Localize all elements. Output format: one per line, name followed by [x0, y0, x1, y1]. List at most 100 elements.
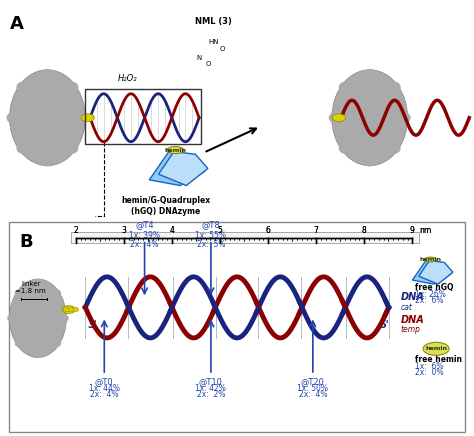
Text: @T8: @T8 [201, 220, 220, 229]
Ellipse shape [7, 112, 20, 123]
Text: 2x:  5%: 2x: 5% [197, 239, 225, 249]
Text: O: O [206, 61, 211, 67]
Text: 2x:  6%: 2x: 6% [415, 296, 443, 305]
Text: 9: 9 [410, 226, 415, 235]
Text: NML (3): NML (3) [195, 17, 232, 27]
Ellipse shape [363, 69, 376, 80]
Text: 3: 3 [121, 226, 127, 235]
Text: 7: 7 [314, 226, 319, 235]
Text: 2x:  4%: 2x: 4% [130, 239, 159, 249]
Ellipse shape [9, 279, 66, 358]
Text: 1x: 44%: 1x: 44% [89, 384, 120, 393]
Ellipse shape [332, 70, 408, 166]
Text: 8: 8 [362, 226, 367, 235]
Ellipse shape [397, 112, 410, 123]
Ellipse shape [339, 82, 352, 93]
Polygon shape [419, 260, 453, 284]
Text: 5': 5' [379, 320, 389, 330]
Text: @T0: @T0 [95, 377, 114, 386]
Ellipse shape [73, 307, 79, 312]
Text: temp: temp [401, 325, 420, 334]
Text: B: B [19, 233, 33, 251]
Ellipse shape [51, 339, 61, 347]
Text: 5: 5 [218, 226, 222, 235]
Ellipse shape [41, 155, 54, 167]
Ellipse shape [387, 143, 401, 154]
Text: 5: 5 [218, 226, 222, 235]
Text: 1x: 42%: 1x: 42% [195, 384, 227, 393]
Text: 2: 2 [73, 226, 78, 235]
Ellipse shape [15, 289, 25, 297]
Ellipse shape [68, 307, 74, 312]
Ellipse shape [363, 155, 376, 167]
Text: linker
=1.8 nm: linker =1.8 nm [16, 281, 46, 294]
Text: 2x:  4%: 2x: 4% [299, 390, 327, 399]
Ellipse shape [17, 143, 30, 154]
Text: hemin/G-Quadruplex
(hGQ) DNAzyme: hemin/G-Quadruplex (hGQ) DNAzyme [121, 196, 210, 215]
Ellipse shape [41, 69, 54, 80]
Ellipse shape [425, 257, 437, 262]
Text: @T4: @T4 [135, 220, 154, 229]
Text: 1x:  6%: 1x: 6% [415, 362, 443, 371]
Ellipse shape [65, 82, 78, 93]
Text: 2: 2 [73, 226, 78, 235]
Text: 4: 4 [170, 226, 174, 235]
FancyBboxPatch shape [9, 222, 465, 432]
Text: O: O [220, 46, 226, 52]
Text: 3: 3 [121, 226, 127, 235]
Text: 7: 7 [314, 226, 319, 235]
Text: hemin: hemin [164, 148, 186, 153]
Ellipse shape [51, 289, 61, 297]
Text: 1x: 39%: 1x: 39% [129, 231, 160, 240]
Text: HN: HN [208, 39, 219, 45]
Text: hemin: hemin [419, 257, 441, 262]
Text: A: A [9, 15, 23, 33]
Text: N: N [196, 54, 202, 61]
Ellipse shape [64, 307, 69, 312]
Text: 9: 9 [410, 226, 415, 235]
Ellipse shape [58, 314, 69, 323]
FancyBboxPatch shape [71, 232, 419, 243]
Ellipse shape [423, 342, 449, 355]
Text: 3': 3' [88, 320, 97, 330]
FancyBboxPatch shape [0, 0, 474, 227]
Text: 1x: 55%: 1x: 55% [195, 231, 227, 240]
Text: @T20: @T20 [301, 377, 325, 386]
Polygon shape [158, 152, 208, 186]
Ellipse shape [17, 82, 30, 93]
Text: @T10: @T10 [199, 377, 223, 386]
Text: cat: cat [401, 303, 412, 312]
Text: nm: nm [419, 226, 432, 235]
Text: nm: nm [419, 226, 432, 235]
Ellipse shape [62, 306, 75, 313]
Ellipse shape [33, 279, 43, 287]
Text: 2x:  2%: 2x: 2% [197, 390, 225, 399]
Ellipse shape [387, 82, 401, 93]
Polygon shape [412, 259, 451, 284]
Text: free hemin: free hemin [415, 355, 462, 364]
Text: hemin: hemin [425, 346, 447, 351]
Text: H₂O₂: H₂O₂ [118, 74, 138, 83]
Text: 1x: 26%: 1x: 26% [415, 290, 446, 299]
Ellipse shape [9, 70, 85, 166]
Text: 2x:  4%: 2x: 4% [90, 390, 118, 399]
Ellipse shape [33, 349, 43, 358]
Ellipse shape [167, 146, 184, 153]
Text: 8: 8 [362, 226, 367, 235]
Ellipse shape [75, 112, 88, 123]
Ellipse shape [339, 143, 352, 154]
Polygon shape [149, 149, 205, 186]
Ellipse shape [81, 114, 94, 122]
Text: 2x:  0%: 2x: 0% [415, 368, 443, 377]
Ellipse shape [332, 114, 346, 122]
Text: DNA: DNA [401, 316, 424, 325]
Text: DNA: DNA [401, 293, 424, 302]
Ellipse shape [15, 339, 25, 347]
Ellipse shape [7, 314, 18, 323]
Text: free hGQ: free hGQ [415, 283, 453, 292]
Text: 6: 6 [266, 226, 271, 235]
Text: 4: 4 [170, 226, 174, 235]
Ellipse shape [329, 112, 342, 123]
Ellipse shape [65, 143, 78, 154]
Text: 1x: 50%: 1x: 50% [297, 384, 328, 393]
